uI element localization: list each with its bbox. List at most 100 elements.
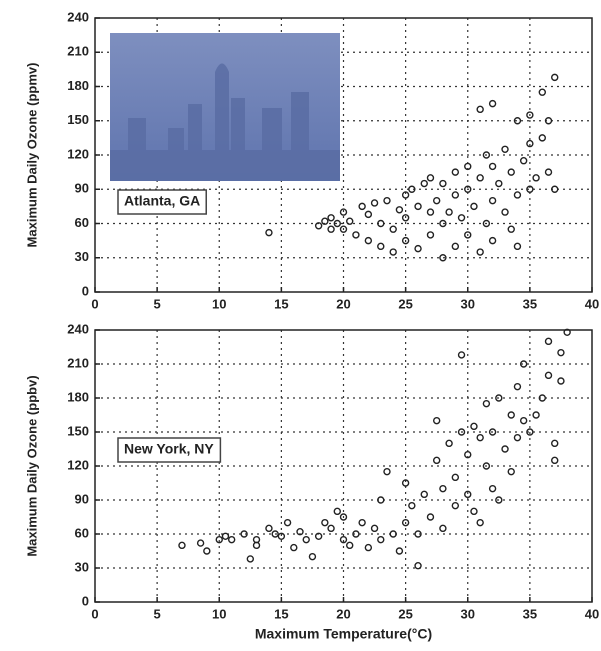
point (389, 225, 397, 233)
point (327, 214, 335, 222)
point (314, 532, 323, 540)
point (395, 206, 404, 214)
x-tick-label: 40 (585, 296, 599, 311)
point (488, 196, 497, 205)
point (364, 543, 373, 552)
point (439, 179, 447, 188)
x-tick-label: 0 (91, 296, 98, 311)
point (551, 456, 559, 465)
point (476, 248, 484, 256)
point (408, 501, 416, 510)
x-tick-label: 15 (274, 296, 288, 311)
point (265, 228, 273, 237)
point (464, 185, 472, 193)
point (302, 535, 310, 544)
point (227, 535, 236, 544)
point (557, 377, 565, 385)
point (377, 219, 385, 228)
point (314, 222, 323, 230)
x-tick-label: 30 (461, 606, 475, 621)
point (457, 428, 466, 436)
point (178, 541, 186, 550)
plot-frame (94, 17, 593, 293)
point (432, 196, 441, 205)
point (451, 242, 460, 251)
point (271, 530, 279, 538)
point (327, 225, 335, 233)
point (538, 134, 546, 142)
point (333, 219, 341, 228)
point (482, 219, 491, 228)
point (526, 185, 534, 193)
point (470, 507, 478, 516)
point (240, 530, 248, 538)
point (426, 513, 435, 521)
point (414, 244, 422, 253)
point (464, 450, 472, 459)
point (352, 231, 360, 239)
y-axis-label: Maximum Daily Ozone (ppmv) (24, 63, 39, 248)
point (426, 231, 435, 239)
annotation: Atlanta, GA (124, 193, 200, 209)
point (513, 117, 522, 125)
point (252, 535, 261, 544)
x-tick-label: 10 (212, 606, 226, 621)
point (544, 371, 553, 380)
x-tick-label: 5 (154, 296, 161, 311)
point (364, 236, 373, 245)
annotation-box (117, 189, 207, 215)
point (451, 191, 460, 199)
point (519, 157, 528, 165)
point (420, 179, 428, 188)
y-tick-label: 90 (75, 181, 89, 196)
point (389, 530, 397, 538)
point (513, 433, 522, 442)
point (513, 191, 522, 199)
point (482, 151, 491, 159)
y-tick-label: 150 (67, 423, 89, 438)
y-tick-label: 90 (75, 491, 89, 506)
y-tick-label: 30 (75, 249, 89, 264)
point (476, 518, 484, 527)
point (420, 490, 428, 499)
point (451, 168, 460, 176)
x-tick-label: 0 (91, 606, 98, 621)
point (532, 411, 540, 419)
point (339, 225, 348, 233)
point (339, 208, 348, 216)
x-tick-label: 40 (585, 606, 599, 621)
point (339, 535, 348, 544)
point (377, 496, 385, 504)
x-tick-label: 20 (336, 606, 350, 621)
point (544, 168, 553, 176)
y-tick-label: 120 (67, 457, 89, 472)
point (196, 539, 205, 547)
point (544, 117, 553, 125)
x-tick-label: 35 (523, 606, 537, 621)
y-tick-label: 60 (75, 215, 89, 230)
y-tick-label: 0 (82, 283, 89, 298)
point (551, 185, 559, 193)
point (358, 518, 366, 527)
point (346, 541, 354, 550)
point (364, 210, 373, 219)
y-tick-label: 150 (67, 112, 89, 127)
x-tick-label: 25 (398, 606, 412, 621)
point (426, 208, 435, 216)
annotation: New York, NY (124, 441, 214, 457)
point (445, 208, 453, 216)
point (526, 428, 534, 436)
point (401, 518, 410, 527)
y-tick-label: 210 (67, 44, 89, 59)
x-tick-label: 5 (154, 606, 161, 621)
point (370, 199, 379, 207)
x-tick-label: 30 (461, 296, 475, 311)
x-tick-label: 15 (274, 606, 288, 621)
point (265, 524, 273, 533)
point (488, 428, 497, 436)
point (414, 202, 422, 211)
point (221, 532, 230, 540)
point (482, 462, 491, 470)
point (457, 351, 466, 359)
y-tick-label: 120 (67, 146, 89, 161)
